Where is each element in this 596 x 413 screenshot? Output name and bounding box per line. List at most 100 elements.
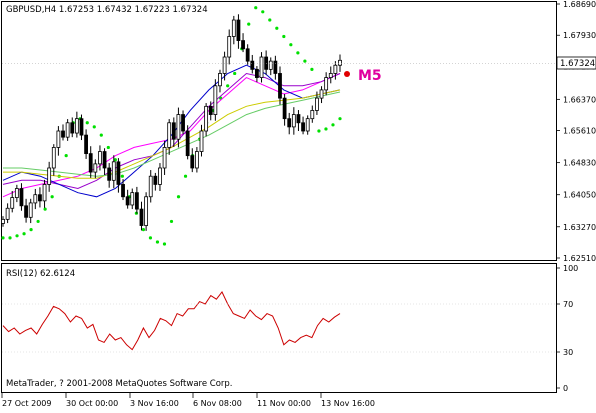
candle-body [264,56,269,70]
candle-body [213,85,218,115]
sar-dot [303,59,307,63]
sar-dot [254,6,258,10]
candle-body [171,122,176,140]
candle-body [33,194,38,204]
sar-dot [22,232,26,236]
candle-body [291,114,296,128]
candle-body [111,161,116,181]
sar-dot [183,174,188,178]
sar-dot [36,219,40,224]
sar-dot [338,117,342,121]
sar-dot [176,195,181,199]
candle-body [287,118,292,128]
sar-dot [324,127,328,131]
candle-body [255,68,259,78]
sar-dot [141,228,146,232]
candle-body [56,130,61,148]
m5-annotation-label[interactable]: M5 [358,68,382,84]
candle-body [5,207,10,220]
sar-dot [169,219,174,224]
sar-dot [29,228,33,232]
candle-body [282,97,287,120]
sar-dot [282,34,286,39]
candle-body [310,110,315,120]
rsi-line [2,291,341,351]
candle-body [301,122,305,132]
m5-marker-dot[interactable] [344,71,350,77]
rsi-axis: 100 70 30 0 [2,264,578,393]
candle-body [51,147,56,169]
candle-body [19,188,24,207]
candle-body [14,188,19,198]
rsi-tick-label: 0 [563,384,568,393]
parabolic-sar-series [1,6,342,246]
candle-body [259,56,264,78]
sar-dot [162,242,167,246]
candle-body [153,175,158,185]
candle-body [121,184,125,198]
sar-dot [275,26,279,30]
rsi-tick-label: 30 [563,348,573,357]
candle-body [107,167,112,181]
candle-body [84,134,88,155]
candle-body [134,192,139,210]
sar-dot [247,22,251,26]
sar-dot [226,84,230,88]
sar-dot [155,240,160,244]
time-tick-label: 3 Nov 16:00 [130,399,179,408]
candle-body [245,48,250,62]
candle-body [236,19,241,41]
candle-body [144,196,149,226]
candle-body [204,105,209,132]
candle-body [218,73,222,87]
rsi-tick-label: 70 [563,300,573,309]
price-tick-label: 1.62510 [563,254,596,263]
sar-dot [106,145,110,150]
sar-dot [92,125,96,129]
rsi-tick-label: 100 [563,264,578,273]
rsi-series [2,291,341,351]
candle-body [227,36,232,58]
candle-body [167,122,172,148]
sar-dot [120,174,124,178]
candle-body [268,60,273,70]
time-axis: 27 Oct 2009 30 Oct 00:00 3 Nov 16:00 6 Nov … [1,393,375,408]
candle-body [93,163,98,173]
candle-body [176,114,181,140]
candle-body [1,218,5,224]
price-tick-label: 1.66370 [563,95,596,104]
sar-dot [8,236,12,240]
price-tick-label: 1.64050 [563,191,596,200]
time-tick-label: 30 Oct 00:00 [66,399,118,408]
candle-body [333,64,338,74]
time-tick-label: 27 Oct 2009 [2,399,51,408]
candle-body [47,167,52,185]
candle-body [24,205,28,218]
price-axis: 1.686901.679301.671701.663701.656101.648… [556,0,596,263]
candle-body [231,19,236,37]
candle-body [102,151,107,169]
candle-body [190,155,195,169]
sar-dot [99,133,103,137]
candle-body [42,184,47,202]
candle-body [70,122,75,134]
price-tick-label: 1.64830 [563,159,596,168]
candle-body [79,118,84,136]
price-tick-label: 1.65610 [563,127,596,136]
moving-average-line [2,73,341,198]
sar-dot [15,234,19,238]
candle-body [38,194,42,202]
candle-body [10,197,15,209]
moving-average-line [2,64,341,198]
candle-body [148,175,153,198]
sar-dot [331,123,335,127]
candle-body [116,161,121,185]
candle-body [328,73,333,78]
candle-body [130,192,135,206]
candle-body [199,130,204,152]
candle-body [158,167,162,185]
candle-body [273,60,278,74]
sar-dot [148,236,153,240]
